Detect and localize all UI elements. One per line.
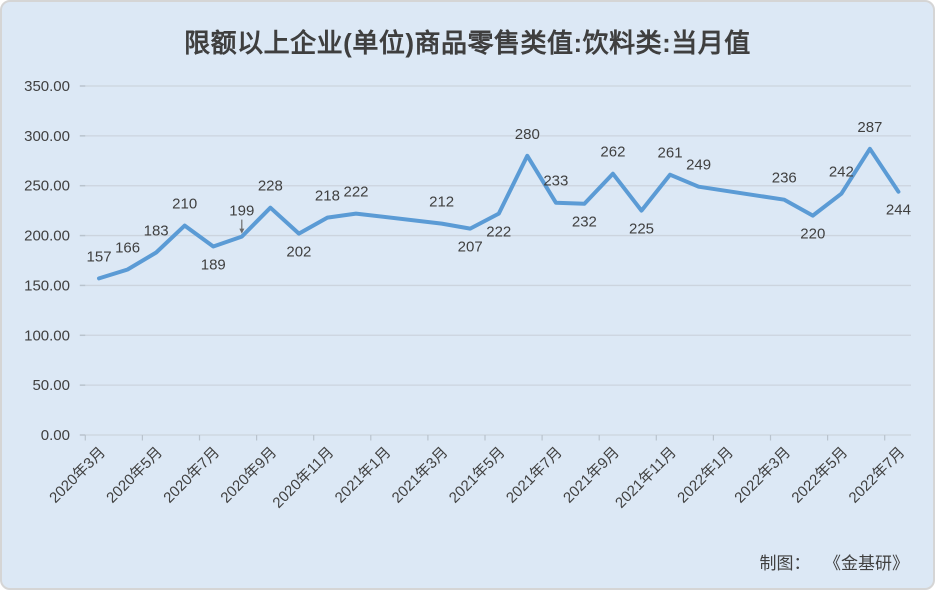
- data-label-2020年5月: 183: [144, 223, 169, 240]
- data-label-2021年8月: 232: [572, 214, 597, 231]
- data-label-2021年10月: 225: [629, 221, 654, 238]
- data-label-2021年11月: 261: [658, 145, 683, 162]
- y-axis-label: 150.00: [24, 277, 70, 294]
- x-axis-label: 2020年3月: [46, 444, 109, 507]
- y-axis-label: 300.00: [24, 128, 70, 145]
- data-label-2021年12月: 249: [686, 157, 711, 174]
- x-axis-label: 2021年5月: [446, 444, 509, 507]
- x-axis-label: 2022年1月: [674, 444, 737, 507]
- y-axis-label: 250.00: [24, 178, 70, 195]
- data-label-2020年12月: 222: [343, 184, 368, 201]
- x-axis-label: 2020年11月: [269, 444, 337, 512]
- data-label-2021年3月: 212: [429, 194, 454, 211]
- data-label-2021年5月: 222: [486, 224, 511, 241]
- credit: 制图： 《金基研》: [760, 549, 910, 574]
- y-axis-label: 50.00: [32, 377, 70, 394]
- data-label-2020年10月: 202: [286, 244, 311, 261]
- chart-title: 限额以上企业(单位)商品零售类值:饮料类:当月值: [184, 28, 751, 58]
- data-label-2020年6月: 210: [172, 196, 197, 213]
- data-label-2021年6月: 280: [515, 126, 540, 143]
- data-label-2020年11月: 218: [315, 188, 340, 205]
- data-label-2022年5月: 242: [829, 164, 854, 181]
- x-axis-label: 2020年5月: [103, 444, 166, 507]
- data-label-2022年4月: 220: [800, 226, 825, 243]
- data-label-2020年7月: 189: [201, 257, 226, 274]
- y-axis-label: 200.00: [24, 228, 70, 245]
- x-axis-label: 2020年7月: [160, 444, 223, 507]
- data-label-2020年8月: 199: [229, 203, 254, 220]
- x-axis-label: 2022年5月: [788, 444, 851, 507]
- data-label-2021年9月: 262: [600, 144, 625, 161]
- data-label-2022年3月: 236: [772, 170, 797, 187]
- data-label-2021年4月: 207: [458, 239, 483, 256]
- x-axis-label: 2021年3月: [389, 444, 452, 507]
- data-label-2020年9月: 228: [258, 178, 283, 195]
- x-axis-label: 2021年1月: [332, 444, 395, 507]
- x-axis-label: 2021年7月: [503, 444, 566, 507]
- y-axis-label: 0.00: [41, 427, 70, 444]
- credit-source: 《金基研》: [832, 554, 910, 573]
- x-axis-label: 2022年3月: [731, 444, 794, 507]
- y-axis-label: 100.00: [24, 327, 70, 344]
- x-axis-label: 2021年11月: [612, 444, 680, 512]
- series-line: [97, 146, 901, 281]
- data-label-2020年4月: 166: [115, 239, 140, 256]
- data-label-2022年7月: 244: [886, 202, 911, 219]
- y-axis-label: 350.00: [24, 78, 70, 95]
- data-label-2022年6月: 287: [857, 119, 882, 136]
- data-label-2021年7月: 233: [543, 173, 568, 190]
- x-axis-label: 2022年7月: [846, 444, 909, 507]
- label-leader-arrow: [239, 228, 245, 234]
- data-label-2020年3月: 157: [87, 248, 112, 265]
- credit-prefix: 制图：: [759, 554, 811, 573]
